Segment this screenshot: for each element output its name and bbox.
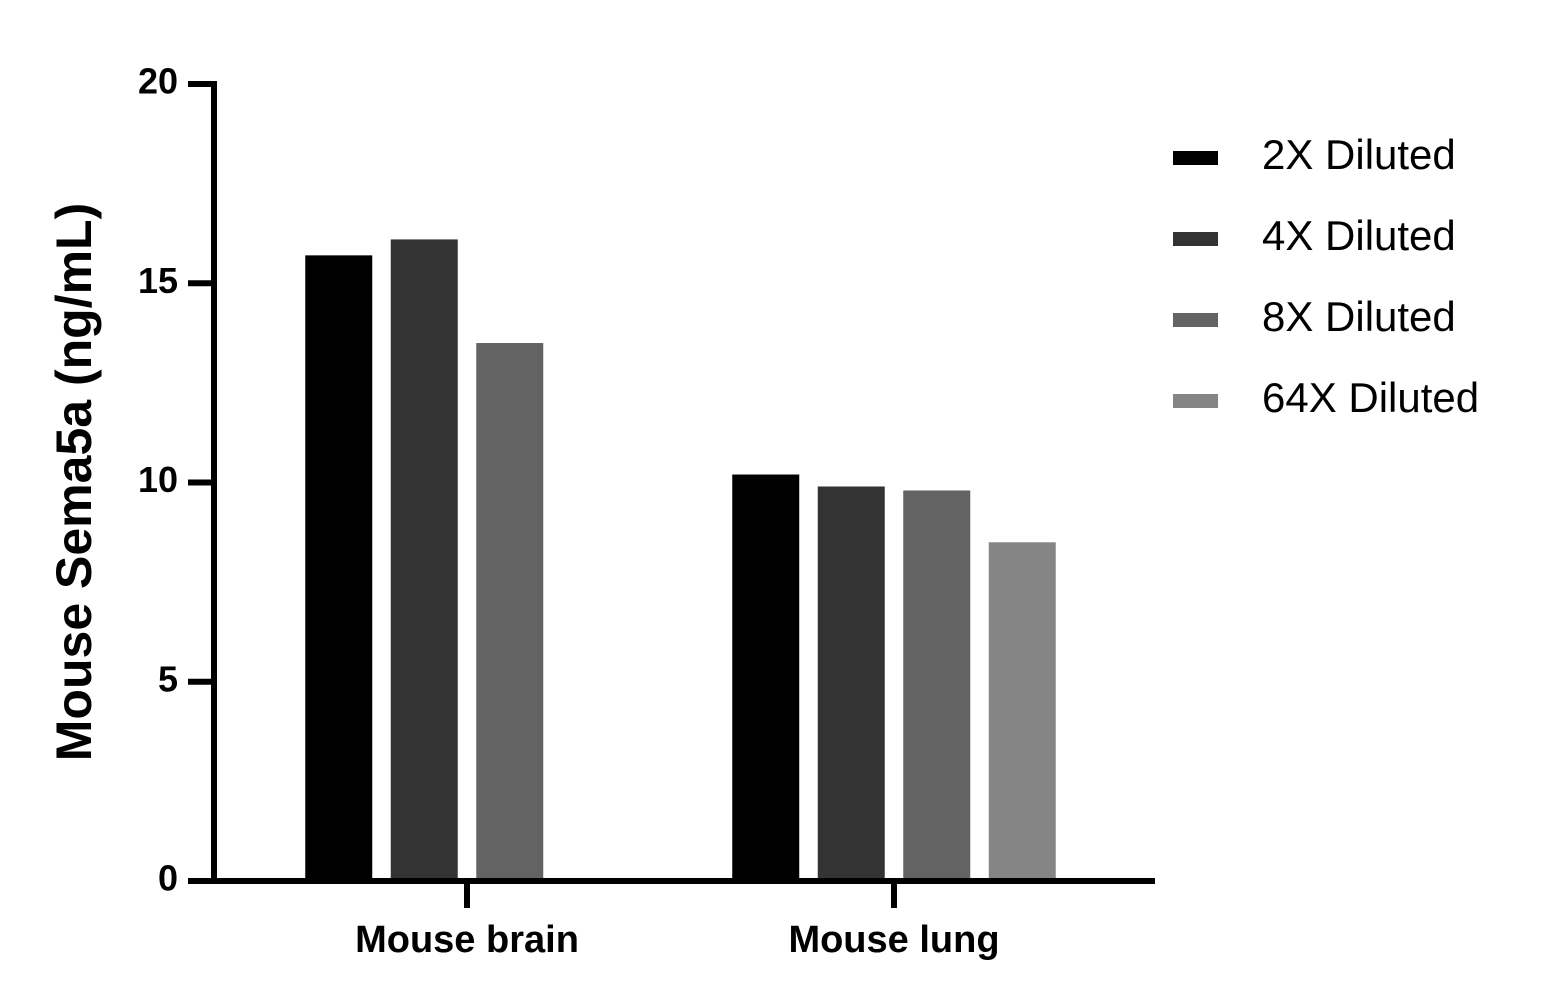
y-tick-label: 0 [158, 858, 178, 899]
y-tick-label: 15 [138, 260, 178, 301]
legend-swatch [1173, 394, 1218, 408]
legend-label: 2X Diluted [1262, 131, 1456, 178]
bar [817, 486, 885, 881]
y-tick-label: 5 [158, 658, 178, 699]
bar [476, 343, 544, 881]
x-tick-label: Mouse lung [788, 919, 999, 961]
legend-label: 64X Diluted [1262, 374, 1479, 421]
y-tick-label: 10 [138, 459, 178, 500]
bar [903, 490, 971, 881]
bar [988, 542, 1056, 881]
y-axis-label: Mouse Sema5a (ng/mL) [46, 203, 102, 761]
legend-swatch [1173, 232, 1218, 246]
bar [390, 239, 458, 882]
legend-label: 4X Diluted [1262, 212, 1456, 259]
x-tick-label: Mouse brain [355, 919, 579, 961]
bar [732, 474, 800, 881]
legend-label: 8X Diluted [1262, 293, 1456, 340]
legend-swatch [1173, 151, 1218, 165]
legend-swatch [1173, 313, 1218, 327]
bar [305, 255, 373, 882]
y-tick-label: 20 [138, 61, 178, 102]
